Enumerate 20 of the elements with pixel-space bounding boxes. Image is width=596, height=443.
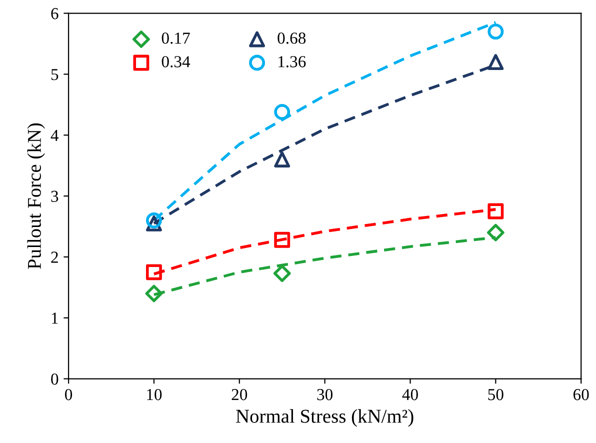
x-tick-label: 0 (65, 388, 72, 400)
y-axis-title: Pullout Force (kN) (27, 123, 45, 269)
y-tick-label: 6 (51, 8, 58, 20)
x-tick-label: 10 (147, 388, 162, 400)
y-tick-label: 3 (51, 190, 58, 202)
legend-label: 0.17 (162, 32, 190, 44)
x-tick-label: 60 (573, 388, 589, 400)
legend-label: 0.68 (278, 32, 306, 44)
x-tick-label: 50 (488, 388, 504, 400)
y-tick-label: 4 (50, 130, 59, 141)
x-tick-label: 40 (402, 388, 418, 400)
y-tick-label: 5 (51, 69, 58, 80)
y-tick-label: 2 (51, 252, 58, 263)
legend-label: 1.36 (278, 56, 306, 68)
legend-label: 0.34 (162, 56, 190, 68)
x-axis-title: Normal Stress (kN/m²) (236, 409, 414, 427)
y-tick-label: 0 (51, 373, 58, 385)
x-tick-label: 20 (232, 388, 248, 400)
x-tick-label: 30 (317, 388, 333, 400)
y-tick-label: 1 (52, 312, 58, 324)
